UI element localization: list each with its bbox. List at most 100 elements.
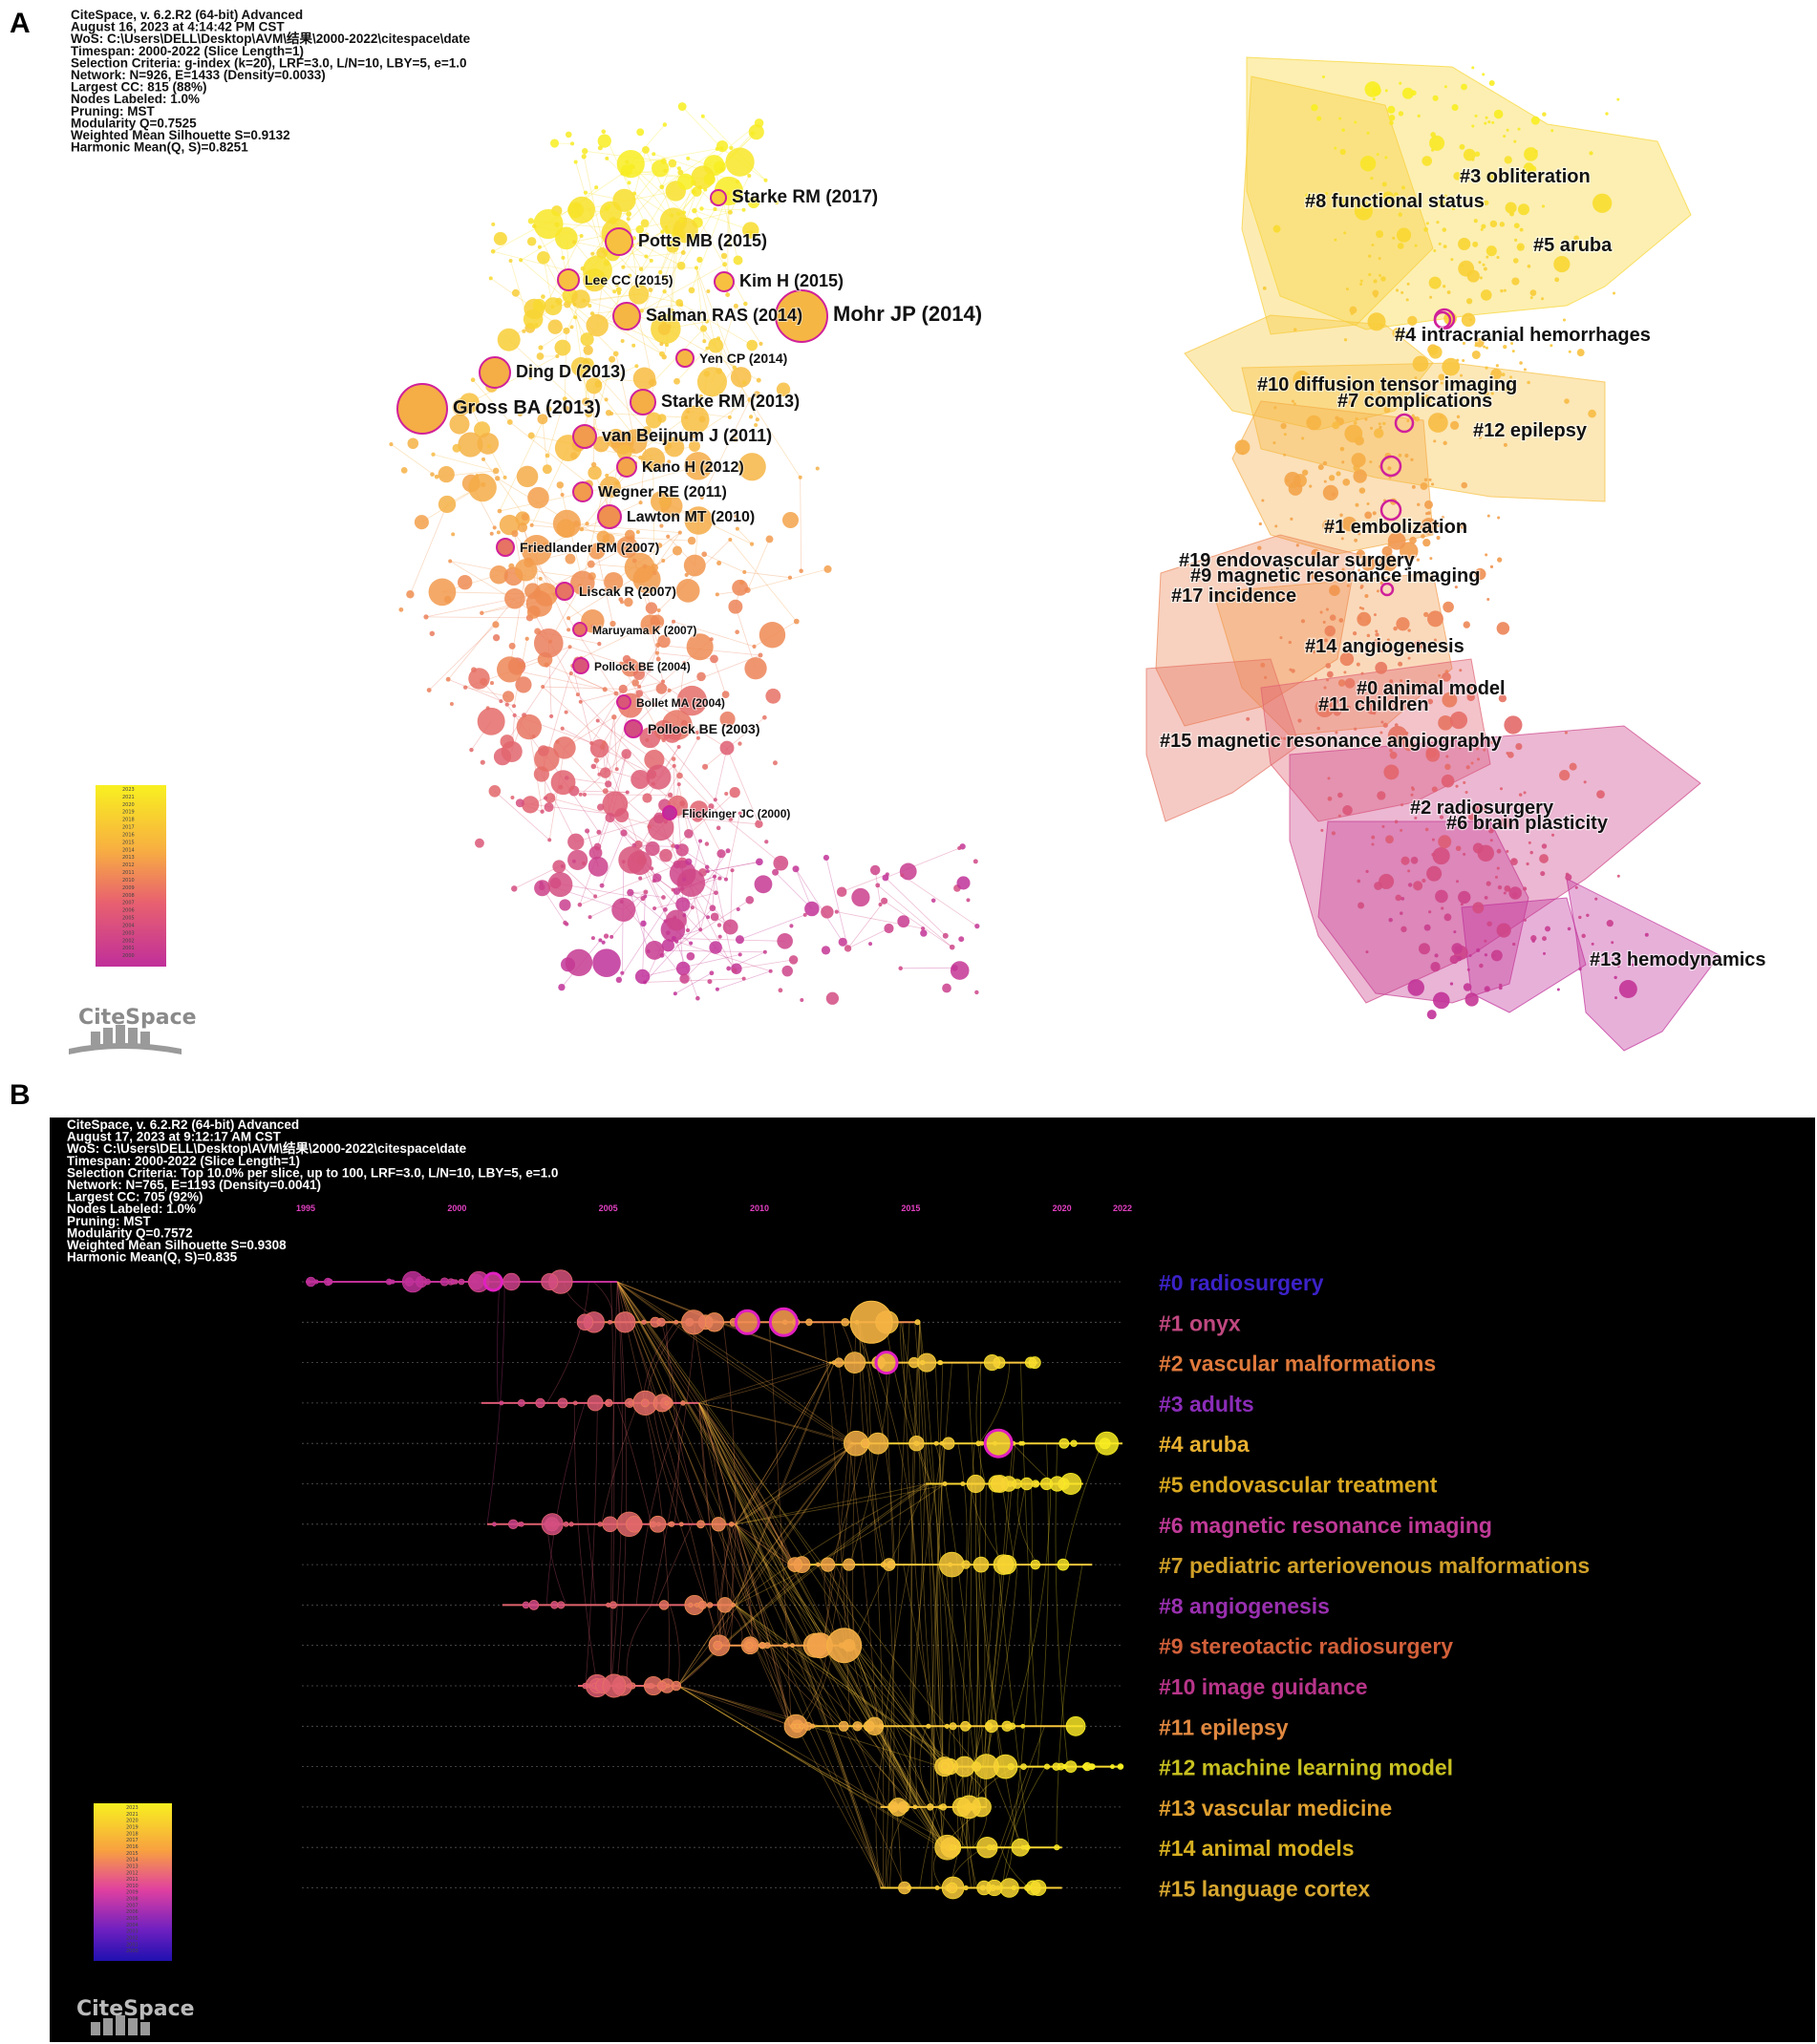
cluster-node <box>1390 647 1395 651</box>
network-node <box>592 436 609 453</box>
network-node <box>612 188 636 212</box>
timeline-edge <box>991 1483 1030 1848</box>
network-node <box>567 645 572 649</box>
network-node <box>663 906 668 912</box>
network-node <box>555 739 560 744</box>
network-node <box>662 274 667 279</box>
cluster-node <box>1564 398 1570 404</box>
network-node <box>754 875 773 894</box>
network-node <box>431 452 436 457</box>
timeline-node <box>576 1313 594 1331</box>
cluster-node <box>1398 111 1404 117</box>
network-node <box>537 250 550 265</box>
network-node <box>759 341 763 347</box>
cluster-node <box>1411 414 1415 417</box>
cluster-node <box>1511 277 1520 286</box>
timeline-edge <box>768 1322 792 1727</box>
timeline-node <box>602 1673 627 1698</box>
timeline-edge <box>677 1685 959 1848</box>
network-edge <box>566 522 680 534</box>
network-node <box>657 414 667 423</box>
cluster-node <box>1458 237 1471 251</box>
cluster-node <box>1381 545 1393 557</box>
panel-a: A CiteSpace, v. 6.2.R2 (64-bit) Advanced… <box>10 8 1767 1054</box>
cluster-node <box>1331 492 1336 497</box>
cluster-node <box>1433 439 1437 443</box>
burst-ring <box>1379 582 1395 597</box>
network-node <box>605 156 609 160</box>
network-node <box>673 843 680 850</box>
cluster-node <box>1476 947 1481 952</box>
cluster-node <box>1345 287 1349 291</box>
cluster-node <box>1355 502 1359 507</box>
network-node <box>565 948 593 977</box>
timeline-node <box>1065 1715 1086 1736</box>
cluster-node <box>1400 290 1404 294</box>
network-node <box>661 895 666 900</box>
network-node <box>672 545 683 556</box>
cluster-node <box>1371 835 1376 840</box>
network-node <box>719 711 736 727</box>
network-node <box>645 841 660 857</box>
network-node <box>563 920 567 926</box>
cluster-node <box>1369 460 1373 464</box>
timeline-edge <box>852 1645 945 1767</box>
network-node <box>639 663 646 669</box>
network-node <box>590 251 595 256</box>
cluster-node <box>1581 933 1586 939</box>
network-node <box>655 656 661 662</box>
timeline-edge <box>1063 1443 1103 1565</box>
network-node <box>747 196 760 209</box>
cluster-node <box>1379 648 1383 653</box>
cluster-node <box>1359 155 1377 172</box>
network-node <box>744 657 767 680</box>
cluster-node <box>1436 536 1441 541</box>
cluster-node <box>1506 849 1509 853</box>
timeline-edge <box>735 1483 927 1606</box>
cluster-node <box>1371 704 1376 709</box>
cluster-node <box>1583 780 1587 784</box>
cluster-node <box>1334 238 1337 242</box>
cluster-node <box>1376 230 1384 239</box>
cluster-node <box>1369 394 1373 397</box>
network-node <box>555 297 563 306</box>
timeline-edge <box>999 1726 1045 1848</box>
citespace-logo-b: CiteSpace <box>76 1997 195 2035</box>
network-edge <box>729 382 745 418</box>
cluster-node <box>1406 282 1410 286</box>
cluster-node <box>1489 564 1494 568</box>
network-edge <box>699 853 722 930</box>
network-node <box>684 452 713 480</box>
timeline-edge <box>845 1322 869 1363</box>
network-node <box>728 538 733 543</box>
cluster-node <box>1606 920 1614 927</box>
timeline-highlight-node <box>849 1300 893 1344</box>
network-node <box>406 590 415 599</box>
cluster-node <box>1411 484 1416 489</box>
cluster-node <box>1338 117 1342 120</box>
cluster-node <box>1499 983 1503 988</box>
cluster-node <box>1568 350 1571 353</box>
network-node <box>698 927 703 932</box>
cluster-node <box>1518 793 1523 797</box>
timeline-edge <box>698 1402 851 1444</box>
cluster-node <box>1387 531 1406 550</box>
network-node <box>720 167 725 172</box>
cluster-node <box>1396 227 1412 243</box>
network-node <box>677 530 682 535</box>
timeline-edge <box>735 1442 857 1525</box>
logo-text-b: CiteSpace <box>76 1997 195 2021</box>
cluster-node <box>1284 471 1301 489</box>
b-meta-line: Largest CC: 705 (92%) <box>67 1190 203 1204</box>
network-node <box>489 681 495 686</box>
cluster-node <box>1407 979 1425 996</box>
network-node <box>686 633 714 661</box>
cluster-node <box>1283 433 1287 436</box>
cluster-node <box>1506 888 1510 892</box>
cluster-node <box>1351 453 1366 468</box>
cluster-node <box>1485 116 1488 119</box>
cluster-node <box>1472 431 1476 435</box>
network-node <box>676 166 681 171</box>
cluster-node <box>1382 191 1394 202</box>
cluster-node <box>1379 553 1398 572</box>
